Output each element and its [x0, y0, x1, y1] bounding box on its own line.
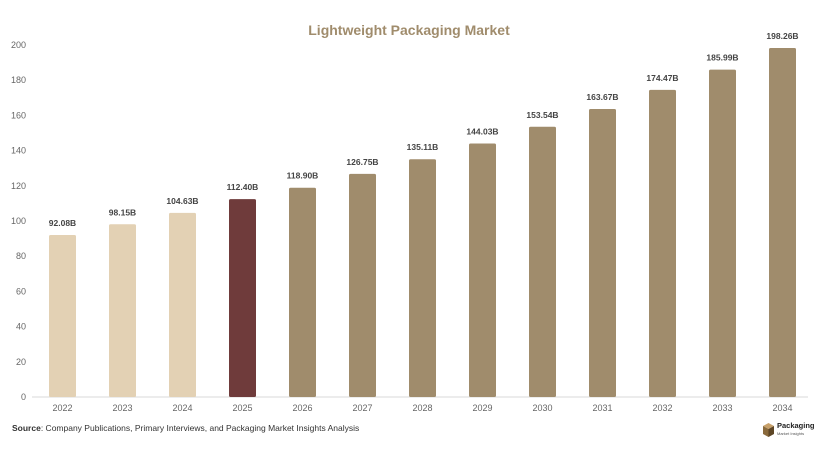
- bar-2028: [409, 159, 436, 397]
- bar-2026: [289, 187, 316, 397]
- x-tick-label-2028: 2028: [412, 403, 432, 413]
- data-label-2034: 198.26B: [766, 31, 798, 41]
- bar-chart: Lightweight Packaging Market 0 20 40 60 80 10…: [11, 22, 808, 413]
- y-tick-label: 160: [11, 110, 26, 120]
- bar-2031: [589, 108, 616, 398]
- x-tick-label-2033: 2033: [712, 403, 732, 413]
- y-tick-label: 100: [11, 216, 26, 226]
- bar-2030: [529, 126, 556, 398]
- data-label-2026: 118.90B: [287, 171, 319, 181]
- y-tick-label: 140: [11, 146, 26, 156]
- x-tick-label-2024: 2024: [172, 403, 192, 413]
- data-label-2033: 185.99B: [706, 53, 738, 63]
- bar-2024: [169, 212, 196, 397]
- bar-2032: [649, 89, 676, 397]
- logo-name: Packaging: [777, 421, 815, 430]
- y-tick-label: 40: [16, 322, 26, 332]
- x-tick-label-2029: 2029: [472, 403, 492, 413]
- x-tick-label-2025: 2025: [232, 403, 252, 413]
- bar-2022: [49, 234, 76, 397]
- x-tick-label-2022: 2022: [52, 403, 72, 413]
- data-labels-group: 92.08B 98.15B 104.63B 112.40B 118.90B 126.75B…: [49, 31, 799, 228]
- x-tick-label-2032: 2032: [652, 403, 672, 413]
- package-box-icon: [763, 423, 774, 437]
- x-axis-ticks: 2022 2023 2024 2025 2026 2027 2028 2029 2030 2031…: [52, 403, 792, 413]
- chart-title: Lightweight Packaging Market: [308, 22, 510, 38]
- bars-group: [49, 48, 796, 398]
- data-label-2023: 98.15B: [109, 207, 136, 217]
- bar-2029: [469, 143, 496, 397]
- y-tick-label: 80: [16, 251, 26, 261]
- x-tick-label-2031: 2031: [592, 403, 612, 413]
- bar-2023: [109, 224, 136, 397]
- data-label-2027: 126.75B: [346, 157, 378, 167]
- x-tick-label-2027: 2027: [352, 403, 372, 413]
- data-label-2030: 153.54B: [526, 110, 558, 120]
- data-label-2032: 174.47B: [646, 73, 678, 83]
- data-label-2031: 163.67B: [586, 92, 618, 102]
- data-label-2029: 144.03B: [466, 127, 498, 137]
- source-text: : Company Publications, Primary Intervie…: [40, 423, 360, 433]
- x-tick-label-2026: 2026: [292, 403, 312, 413]
- bar-2033: [709, 69, 736, 398]
- x-tick-label-2030: 2030: [532, 403, 552, 413]
- y-tick-label: 20: [16, 357, 26, 367]
- y-tick-label: 60: [16, 286, 26, 296]
- data-label-2025: 112.40B: [227, 182, 259, 192]
- source-note: Source: Company Publications, Primary In…: [12, 423, 359, 433]
- x-tick-label-2023: 2023: [112, 403, 132, 413]
- bar-2025: [229, 199, 256, 397]
- data-label-2028: 135.11B: [407, 142, 439, 152]
- y-axis-ticks: 0 20 40 60 80 100 120 140 160 180 200: [11, 40, 26, 402]
- source-label: Source: [12, 423, 41, 433]
- brand-logo: Packaging Market Insights: [763, 422, 815, 438]
- data-label-2024: 104.63B: [166, 196, 198, 206]
- x-tick-label-2034: 2034: [772, 403, 792, 413]
- y-tick-label: 0: [21, 392, 26, 402]
- data-label-2022: 92.08B: [49, 218, 76, 228]
- y-tick-label: 200: [11, 40, 26, 50]
- logo-tagline: Market Insights: [777, 431, 805, 436]
- y-tick-label: 120: [11, 181, 26, 191]
- y-tick-label: 180: [11, 75, 26, 85]
- bar-2027: [349, 173, 376, 397]
- bar-2034: [769, 48, 796, 397]
